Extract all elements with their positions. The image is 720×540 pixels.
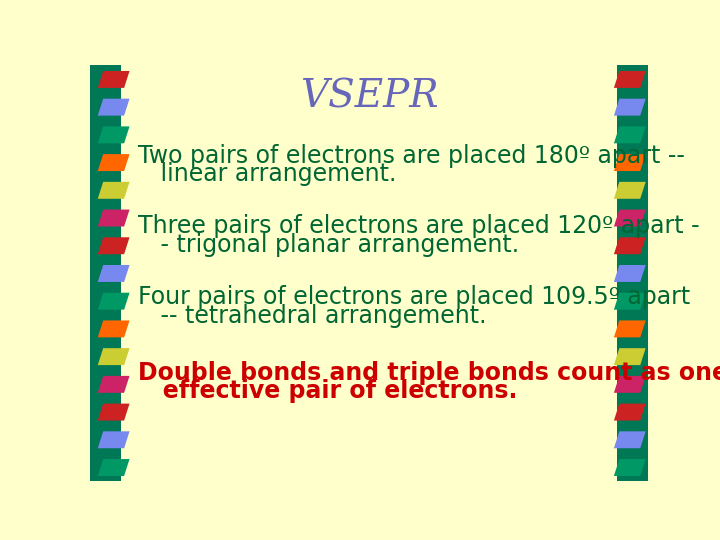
Polygon shape — [614, 265, 646, 282]
Text: Two pairs of electrons are placed 180º apart --: Two pairs of electrons are placed 180º a… — [138, 144, 685, 167]
Text: VSEPR: VSEPR — [300, 79, 438, 116]
Polygon shape — [614, 320, 646, 338]
Polygon shape — [614, 71, 646, 88]
Text: -- tetrahedral arrangement.: -- tetrahedral arrangement. — [138, 304, 487, 328]
Text: linear arrangement.: linear arrangement. — [138, 162, 397, 186]
Polygon shape — [614, 237, 646, 254]
Polygon shape — [98, 182, 130, 199]
Polygon shape — [614, 403, 646, 421]
Polygon shape — [98, 99, 130, 116]
Polygon shape — [98, 71, 130, 88]
Polygon shape — [98, 320, 130, 338]
Polygon shape — [614, 154, 646, 171]
Polygon shape — [614, 210, 646, 226]
Polygon shape — [614, 126, 646, 143]
Polygon shape — [98, 293, 130, 309]
Polygon shape — [614, 431, 646, 448]
Polygon shape — [98, 265, 130, 282]
Polygon shape — [614, 182, 646, 199]
Polygon shape — [98, 154, 130, 171]
Polygon shape — [98, 348, 130, 365]
Polygon shape — [98, 431, 130, 448]
Polygon shape — [98, 403, 130, 421]
Text: Four pairs of electrons are placed 109.5º apart: Four pairs of electrons are placed 109.5… — [138, 285, 690, 309]
Polygon shape — [614, 293, 646, 309]
Polygon shape — [609, 65, 648, 481]
Polygon shape — [614, 348, 646, 365]
Polygon shape — [98, 376, 130, 393]
Text: effective pair of electrons.: effective pair of electrons. — [138, 379, 518, 403]
Polygon shape — [614, 99, 646, 116]
Polygon shape — [98, 210, 130, 226]
Text: Three pairs of electrons are placed 120º apart -: Three pairs of electrons are placed 120º… — [138, 214, 700, 239]
Text: Double bonds and triple bonds count as one: Double bonds and triple bonds count as o… — [138, 361, 720, 385]
Polygon shape — [121, 65, 617, 481]
Polygon shape — [614, 376, 646, 393]
Polygon shape — [90, 65, 129, 481]
Polygon shape — [98, 459, 130, 476]
Polygon shape — [98, 126, 130, 143]
Polygon shape — [614, 459, 646, 476]
Text: - trigonal planar arrangement.: - trigonal planar arrangement. — [138, 233, 519, 257]
Polygon shape — [98, 237, 130, 254]
